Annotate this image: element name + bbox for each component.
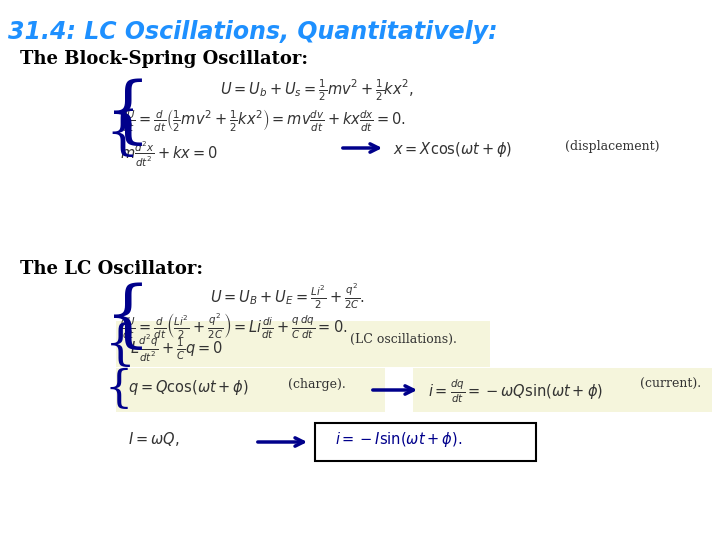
Text: The LC Oscillator:: The LC Oscillator: <box>20 260 203 278</box>
FancyBboxPatch shape <box>116 368 385 412</box>
Text: (current).: (current). <box>640 378 701 391</box>
Text: $x = X\cos(\omega t + \phi)$: $x = X\cos(\omega t + \phi)$ <box>393 140 513 159</box>
FancyBboxPatch shape <box>315 423 536 461</box>
Text: {: { <box>105 78 151 148</box>
Text: $L\frac{d^2q}{dt^2} + \frac{1}{C}q = 0$: $L\frac{d^2q}{dt^2} + \frac{1}{C}q = 0$ <box>130 333 223 365</box>
Text: {: { <box>105 108 139 159</box>
Text: $q = Q\cos(\omega t + \phi)$: $q = Q\cos(\omega t + \phi)$ <box>128 378 249 397</box>
Text: $i = -I\sin(\omega t + \phi).$: $i = -I\sin(\omega t + \phi).$ <box>335 430 462 449</box>
Text: (displacement): (displacement) <box>565 140 660 153</box>
FancyBboxPatch shape <box>116 321 490 367</box>
Text: (charge).: (charge). <box>280 378 346 391</box>
Text: {: { <box>105 368 133 411</box>
Text: $I = \omega Q,$: $I = \omega Q,$ <box>128 430 179 448</box>
Text: The Block-Spring Oscillator:: The Block-Spring Oscillator: <box>20 50 308 68</box>
FancyBboxPatch shape <box>413 368 712 412</box>
Text: $U = U_B + U_E = \frac{Li^2}{2} + \frac{q^2}{2C}.$: $U = U_B + U_E = \frac{Li^2}{2} + \frac{… <box>210 282 365 312</box>
Text: $\frac{dU}{dt} = \frac{d}{dt}\left(\frac{1}{2}mv^2 + \frac{1}{2}kx^2\right) = mv: $\frac{dU}{dt} = \frac{d}{dt}\left(\frac… <box>120 108 406 134</box>
Text: {: { <box>105 282 151 353</box>
Text: $\frac{dU}{dt} = \frac{d}{dt}\left(\frac{Li^2}{2} + \frac{q^2}{2C}\right) = Li\f: $\frac{dU}{dt} = \frac{d}{dt}\left(\frac… <box>120 312 348 341</box>
Text: $U = U_b + U_s = \frac{1}{2}mv^2 + \frac{1}{2}kx^2,$: $U = U_b + U_s = \frac{1}{2}mv^2 + \frac… <box>220 78 414 103</box>
Text: (LC oscillations).: (LC oscillations). <box>330 333 457 346</box>
Text: 31.4: LC Oscillations, Quantitatively:: 31.4: LC Oscillations, Quantitatively: <box>8 20 498 44</box>
Text: $i = \frac{dq}{dt} = -\omega Q\sin(\omega t + \phi)$: $i = \frac{dq}{dt} = -\omega Q\sin(\omeg… <box>428 378 603 406</box>
Text: {: { <box>105 322 136 369</box>
Text: $m\frac{d^2x}{dt^2} + kx = 0$: $m\frac{d^2x}{dt^2} + kx = 0$ <box>120 140 217 169</box>
